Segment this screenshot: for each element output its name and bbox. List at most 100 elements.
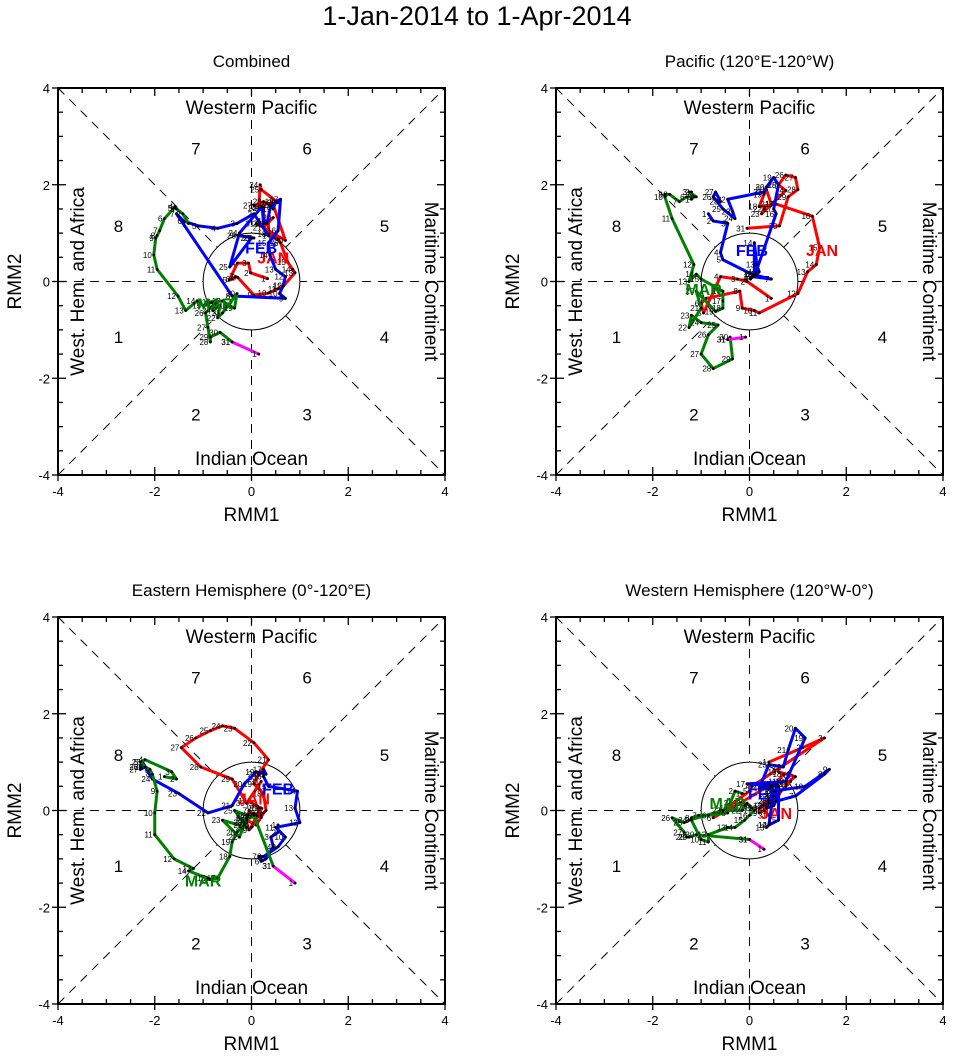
day-label: 24 [212, 722, 221, 731]
day-label: 28 [233, 819, 242, 828]
data-point [281, 284, 285, 288]
day-label: 23 [248, 204, 257, 213]
data-point [784, 189, 788, 192]
day-label: 9 [765, 785, 770, 794]
x-tick-label: 4 [441, 1013, 448, 1028]
panel-title: Eastern Hemisphere (0°-120°E) [132, 581, 371, 600]
data-point [279, 241, 282, 245]
day-label: 8 [232, 274, 237, 283]
day-label: 12 [273, 281, 282, 290]
data-point [748, 838, 751, 841]
day-label: 14 [259, 251, 268, 260]
day-label: 20 [260, 201, 269, 210]
day-label: 28 [253, 198, 262, 207]
data-point [257, 806, 261, 810]
data-point [784, 782, 788, 786]
data-point [694, 289, 698, 293]
data-point [182, 219, 186, 223]
day-label: 15 [258, 239, 267, 248]
day-label: 18 [219, 852, 228, 861]
day-label: 22 [197, 809, 206, 818]
region-label-bottom: Indian Ocean [195, 978, 308, 999]
data-point [152, 253, 156, 257]
day-label: 21 [233, 821, 242, 830]
day-label: 23 [212, 816, 221, 825]
x-tick-label: 4 [441, 484, 448, 499]
phase-label: 5 [878, 217, 887, 236]
data-point [296, 789, 299, 793]
data-point [242, 823, 246, 827]
day-label: 24 [141, 775, 150, 784]
data-point [781, 765, 785, 769]
data-point [274, 268, 278, 271]
data-point [264, 857, 268, 861]
x-tick-label: -4 [52, 1013, 64, 1028]
data-point [777, 784, 780, 788]
data-point [155, 789, 159, 793]
data-point [271, 216, 275, 220]
day-label: 5 [260, 855, 265, 864]
trajectory-line [706, 175, 781, 281]
data-point [772, 789, 776, 793]
day-label: 21 [734, 802, 743, 811]
day-label: 7 [170, 210, 175, 219]
data-point [719, 251, 722, 254]
day-label: 3 [264, 833, 269, 842]
phase-label: 1 [114, 328, 123, 347]
day-label: 24 [229, 229, 238, 238]
day-label: 22 [772, 763, 781, 772]
day-label: 21 [690, 304, 699, 313]
region-label-top: Western Pacific [186, 98, 318, 119]
data-point [794, 726, 797, 730]
series-feb: 1234567891011121314151617181920212223242… [736, 724, 831, 832]
data-point [268, 253, 272, 257]
data-point [752, 809, 756, 812]
region-label-bottom: Indian Ocean [693, 449, 806, 470]
data-point [767, 763, 771, 766]
panel-3: Western Hemisphere (120°W-0°)-4 -2 0 2 4-4-2… [503, 581, 947, 1055]
data-point [743, 804, 747, 808]
data-point [235, 292, 239, 295]
day-label: 2 [707, 217, 712, 226]
day-label: 8 [818, 770, 823, 779]
x-tick-label: 0 [746, 1013, 753, 1028]
data-point [138, 765, 142, 769]
x-tick-label: -4 [52, 484, 64, 499]
data-point [264, 772, 268, 776]
data-point [726, 338, 730, 341]
data-point [777, 792, 780, 795]
data-point [266, 277, 269, 280]
data-point [767, 823, 771, 827]
day-label: 17 [255, 807, 264, 816]
month-label: MAR [197, 296, 234, 313]
day-label: 14 [238, 797, 247, 806]
day-label: 26 [697, 331, 706, 340]
day-label: 3 [731, 275, 736, 284]
day-label: 11 [662, 215, 671, 224]
data-point [721, 299, 725, 303]
day-label: 5 [687, 193, 692, 202]
day-label: 26 [763, 792, 772, 801]
day-label: 25 [132, 758, 141, 767]
data-point [694, 195, 698, 199]
data-point [690, 190, 693, 194]
data-point [769, 797, 773, 800]
day-label: 1 [736, 790, 741, 799]
day-label: 22 [243, 739, 252, 748]
day-label: 9 [272, 843, 277, 852]
data-point [827, 767, 831, 771]
day-label: 18 [265, 198, 274, 207]
x-axis-label: RMM1 [224, 505, 280, 526]
day-label: 15 [248, 804, 257, 813]
series-apr: 31 1 [717, 333, 748, 345]
data-point [767, 760, 771, 764]
data-point [687, 326, 691, 329]
day-label: 6 [745, 270, 750, 279]
day-label: 1 [758, 845, 763, 854]
series-apr: 31 1 [262, 862, 297, 888]
day-label: 6 [695, 299, 700, 308]
day-label: 15 [765, 790, 774, 799]
data-point [777, 818, 780, 822]
